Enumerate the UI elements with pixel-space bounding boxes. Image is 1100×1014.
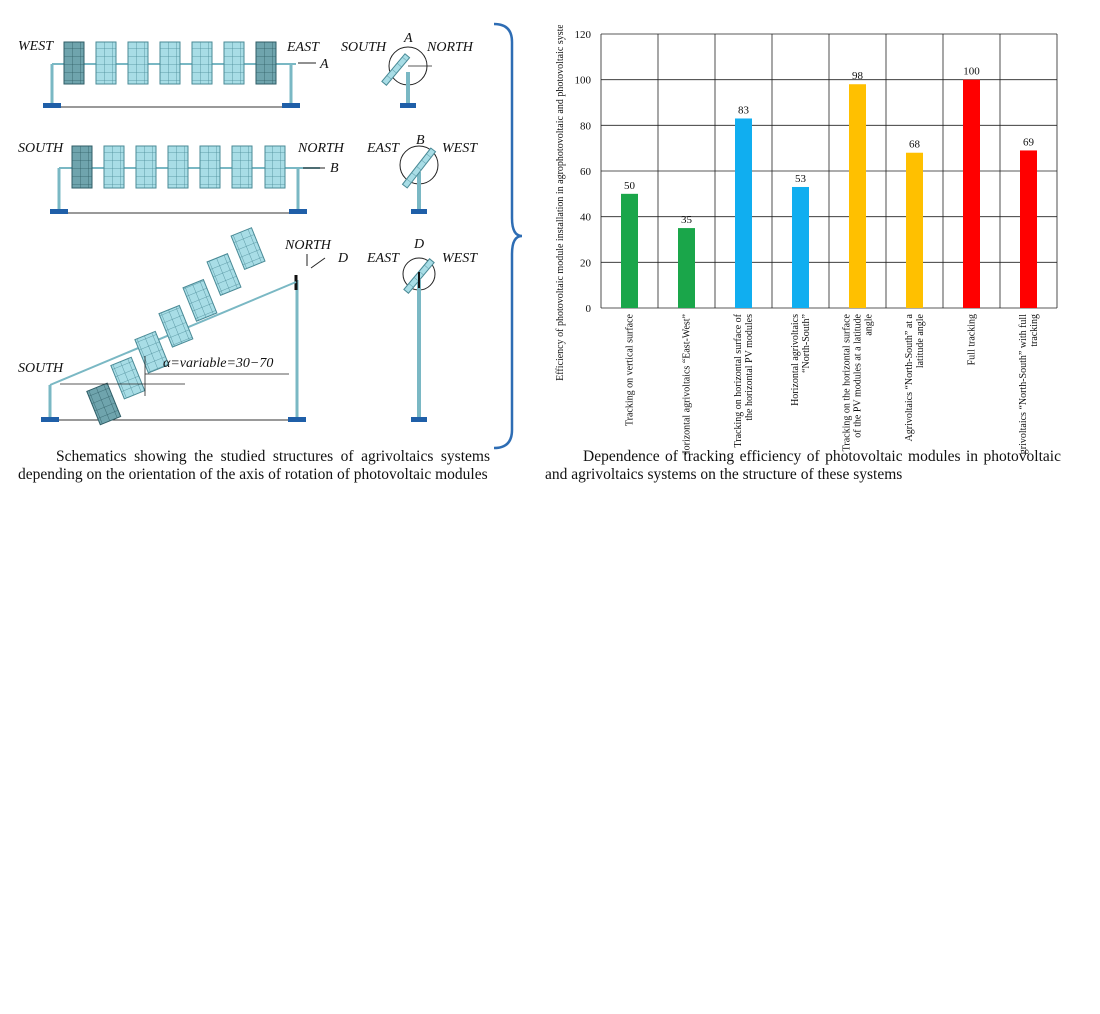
label-south-a: SOUTH bbox=[341, 40, 387, 55]
side-marker-a: A bbox=[403, 31, 413, 46]
bar-value-label: 69 bbox=[1023, 136, 1035, 148]
side-marker-d: D bbox=[413, 237, 424, 252]
bar-value-label: 50 bbox=[624, 180, 636, 192]
x-category-label: Horizontal agrivoltaics“North-South” bbox=[790, 314, 812, 406]
y-tick-label: 100 bbox=[575, 75, 592, 87]
x-category-label: Agrivoltaics “North-South” at alatitude … bbox=[904, 313, 926, 441]
left-figure-caption: Schematics showing the studied structure… bbox=[18, 448, 490, 483]
angle-label: α=variable=30−70 bbox=[163, 356, 273, 371]
bar bbox=[906, 152, 923, 308]
chart-y-ticks: 0 20 40 60 80 100 120 bbox=[575, 29, 592, 315]
y-tick-label: 40 bbox=[580, 212, 592, 224]
y-tick-label: 120 bbox=[575, 29, 592, 41]
y-tick-label: 60 bbox=[580, 166, 592, 178]
right-figure-caption: Dependence of tracking efficiency of pho… bbox=[545, 448, 1061, 483]
label-north-b: NORTH bbox=[297, 141, 345, 156]
bar-value-label: 35 bbox=[681, 214, 693, 226]
label-east-b: EAST bbox=[366, 141, 400, 156]
label-west-d: WEST bbox=[442, 251, 478, 266]
chart-bars: 50 35 83 53 98 68 100 69 bbox=[621, 66, 1037, 308]
x-category-label: Tracking on vertical surface bbox=[625, 313, 636, 426]
y-tick-label: 0 bbox=[586, 303, 592, 315]
row-b-front-view: SOUTH NORTH B bbox=[18, 141, 345, 214]
curly-brace bbox=[493, 22, 523, 450]
efficiency-bar-chart: 50 35 83 53 98 68 100 69 0 20 40 60 80 100 120 Tracki… bbox=[555, 25, 1058, 455]
marker-d: D bbox=[337, 251, 348, 266]
structures-schematic: WEST EAST A SOUTH A NORTH SOUTH NORTH B bbox=[18, 31, 478, 426]
bar-value-label: 100 bbox=[963, 66, 980, 78]
bar-value-label: 98 bbox=[852, 70, 864, 82]
label-south-b: SOUTH bbox=[18, 141, 64, 156]
x-category-label: Agrivoltaics “North-South” with fulltrac… bbox=[1018, 314, 1040, 455]
side-marker-b: B bbox=[416, 133, 425, 148]
chart-x-labels: Tracking on vertical surface Horizontal a… bbox=[625, 313, 1041, 455]
bar bbox=[735, 118, 752, 308]
x-category-label: Tracking on the horizontal surfaceof the… bbox=[842, 313, 875, 451]
label-south-d: SOUTH bbox=[18, 361, 64, 376]
row-d-side-view: EAST D WEST bbox=[366, 237, 478, 422]
bar bbox=[792, 186, 809, 308]
bar bbox=[963, 79, 980, 308]
bar-value-label: 53 bbox=[795, 173, 807, 185]
label-west-b: WEST bbox=[442, 141, 478, 156]
bar bbox=[621, 193, 638, 308]
y-tick-label: 20 bbox=[580, 257, 592, 269]
label-east-d: EAST bbox=[366, 251, 400, 266]
chart-y-axis-label: Efficiency of photovoltaic module instal… bbox=[555, 25, 566, 381]
bar-value-label: 68 bbox=[909, 139, 921, 151]
bar bbox=[849, 84, 866, 308]
label-east-a: EAST bbox=[286, 40, 320, 55]
row-a-side-view: SOUTH A NORTH bbox=[341, 31, 474, 108]
chart-grid bbox=[600, 33, 1058, 309]
label-west-a: WEST bbox=[18, 39, 54, 54]
marker-a: A bbox=[319, 57, 329, 72]
bar-value-label: 83 bbox=[738, 104, 750, 116]
bar bbox=[678, 228, 695, 308]
x-category-label: Horizontal agrivoltaics “East-West” bbox=[682, 314, 693, 455]
label-north-d: NORTH bbox=[284, 238, 332, 253]
row-b-side-view: EAST B WEST bbox=[366, 133, 478, 214]
x-category-label: Full tracking bbox=[967, 314, 978, 365]
label-north-a: NORTH bbox=[426, 40, 474, 55]
row-d-front-view: NORTH D SOUTH α=variable=30−70 bbox=[18, 227, 348, 426]
y-tick-label: 80 bbox=[580, 120, 592, 132]
bar bbox=[1020, 150, 1037, 308]
row-a-front-view: WEST EAST A bbox=[18, 39, 329, 108]
x-category-label: Tracking on horizontal surface ofthe hor… bbox=[733, 313, 755, 447]
marker-b: B bbox=[330, 161, 339, 176]
